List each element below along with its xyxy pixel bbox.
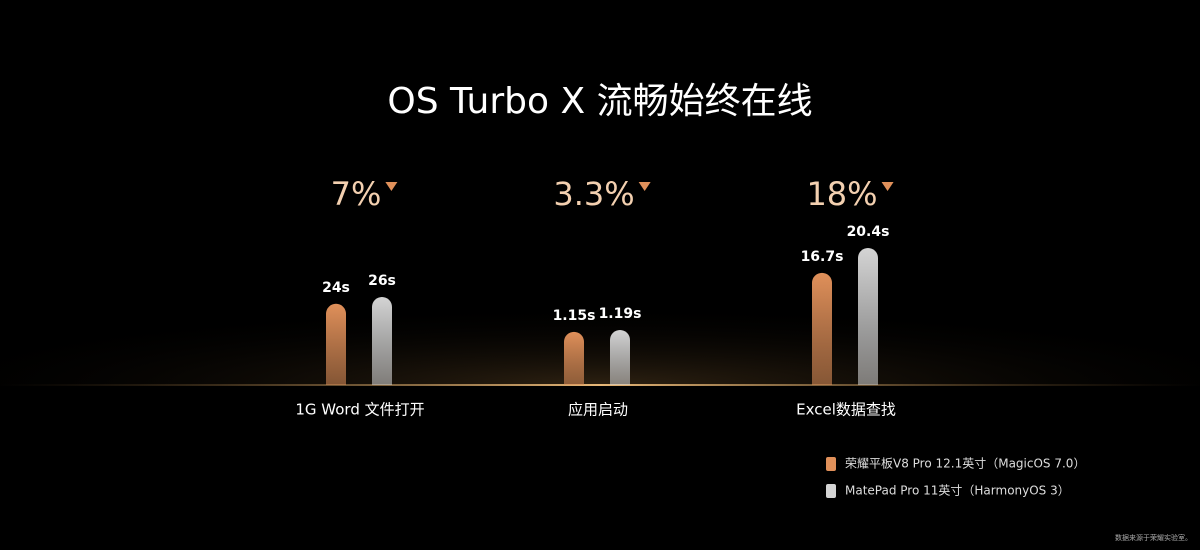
reduction-label: 3.3%	[553, 175, 634, 213]
value-label: 26s	[368, 273, 396, 289]
value-label: 1.15s	[553, 308, 596, 324]
value-label: 20.4s	[847, 224, 890, 240]
category-label: Excel数据查找	[796, 401, 896, 419]
bar	[812, 272, 832, 385]
bar	[564, 331, 584, 385]
bar	[858, 248, 878, 385]
legend-label: MatePad Pro 11英寸（HarmonyOS 3）	[845, 484, 1070, 498]
value-label: 16.7s	[801, 249, 844, 265]
chart-title: OS Turbo X 流畅始终在线	[387, 81, 812, 122]
down-triangle	[385, 182, 398, 191]
category-label: 1G Word 文件打开	[295, 401, 424, 419]
value-label: 1.19s	[599, 306, 642, 322]
legend-label: 荣耀平板V8 Pro 12.1英寸（MagicOS 7.0）	[845, 457, 1085, 471]
legend-swatch	[826, 457, 836, 471]
reduction-label: 7%	[331, 175, 382, 213]
down-triangle	[881, 182, 894, 191]
bar	[372, 297, 392, 385]
reduction-label: 18%	[806, 175, 877, 213]
baseline	[0, 384, 1200, 386]
bar	[326, 303, 346, 385]
floor-glow	[0, 250, 1200, 386]
footnote: 数据来源于荣耀实验室。	[1115, 533, 1192, 542]
legend-swatch	[826, 484, 836, 498]
bar	[610, 330, 630, 385]
down-triangle	[638, 182, 651, 191]
category-label: 应用启动	[568, 401, 628, 419]
value-label: 24s	[322, 280, 350, 296]
